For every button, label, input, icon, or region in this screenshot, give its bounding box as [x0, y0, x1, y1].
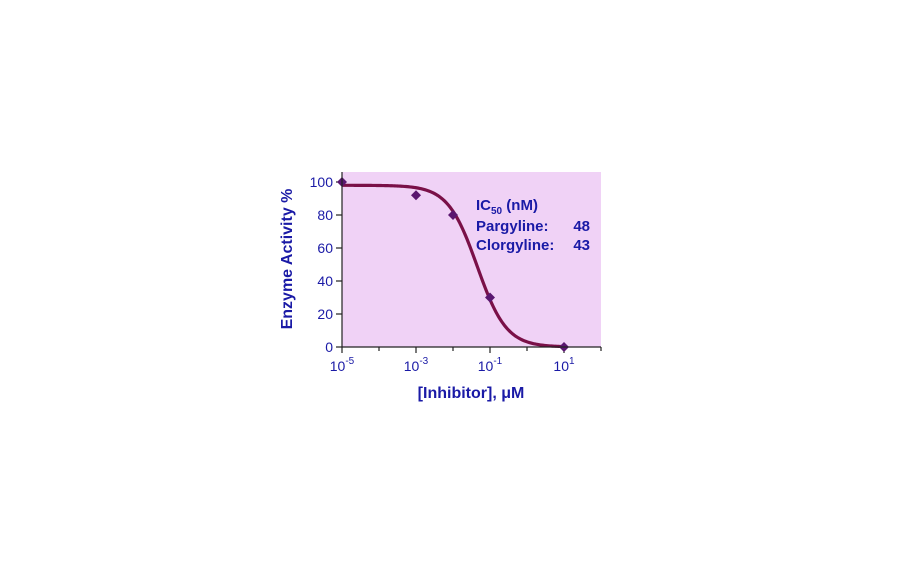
clorgyline-label: Clorgyline:: [476, 237, 554, 254]
ic50-annotation: IC50 (nM) Pargyline: 48 Clorgyline: 43: [476, 197, 590, 254]
clorgyline-value: 43: [573, 237, 590, 254]
data-point: [448, 210, 458, 220]
axis-ticks: 0 20 40 60 80 100 10-5 10-3 10-1 101: [310, 174, 602, 374]
y-tick-label: 0: [325, 339, 333, 355]
y-tick-label: 60: [317, 240, 333, 256]
x-axis-title: [Inhibitor], μM: [418, 385, 525, 402]
y-tick-label: 20: [317, 306, 333, 322]
pargyline-value: 48: [573, 218, 590, 235]
y-tick-label: 40: [317, 273, 333, 289]
data-point: [485, 292, 495, 303]
x-tick-label: 10-1: [478, 356, 503, 374]
y-tick-label: 80: [317, 207, 333, 223]
y-tick-label: 100: [310, 174, 334, 190]
y-axis-title: Enzyme Activity %: [279, 189, 296, 330]
ic50-header: IC50 (nM): [476, 197, 538, 217]
pargyline-label: Pargyline:: [476, 218, 549, 235]
x-tick-label: 10-5: [330, 356, 355, 374]
x-tick-label: 101: [553, 356, 575, 374]
plot-background: [342, 172, 601, 347]
data-point: [411, 190, 421, 201]
x-tick-label: 10-3: [404, 356, 429, 374]
data-points: [337, 177, 569, 352]
